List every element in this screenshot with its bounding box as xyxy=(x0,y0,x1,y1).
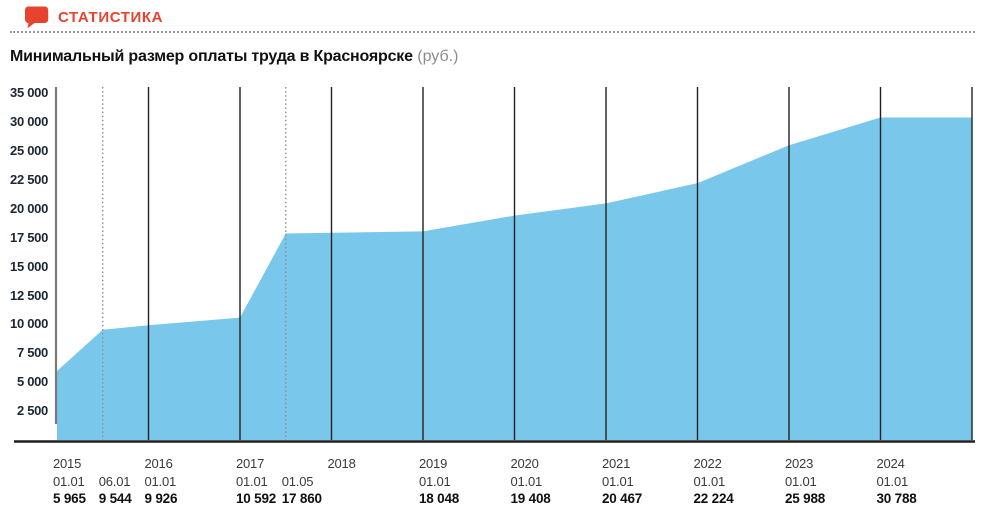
data-value-label: 17 860 xyxy=(281,491,322,506)
x-axis-date-label: 01.01 xyxy=(785,474,817,489)
chart-title: Минимальный размер оплаты труда в Красно… xyxy=(10,48,413,65)
x-axis-date-label: 01.01 xyxy=(419,474,451,489)
y-axis-tick-label: 5 000 xyxy=(16,374,48,390)
x-axis-year-label: 2021 xyxy=(602,456,631,471)
x-axis-year-label: 2024 xyxy=(876,456,905,471)
x-axis-date-label: 06.01 xyxy=(98,474,131,489)
x-axis-year-label: 2019 xyxy=(419,456,448,471)
x-axis-date-label: 01.01 xyxy=(53,474,85,489)
y-axis-tick-label: 20 000 xyxy=(10,200,48,216)
data-value-label: 19 408 xyxy=(510,491,551,506)
x-axis-year-label: 2023 xyxy=(785,456,814,471)
x-axis-year-label: 2016 xyxy=(144,456,173,471)
x-axis-date-label: 01.01 xyxy=(876,474,909,489)
x-axis-year-label: 2017 xyxy=(236,456,265,471)
y-axis-tick-label: 35 000 xyxy=(10,85,48,101)
x-axis-date-label: 01.05 xyxy=(281,474,314,489)
speech-bubble-icon xyxy=(24,5,49,29)
y-axis-tick-label: 25 000 xyxy=(10,143,48,158)
x-axis-year-label: 2015 xyxy=(53,456,82,471)
x-axis-year-label: 2018 xyxy=(327,456,356,471)
data-value-label: 10 592 xyxy=(236,491,277,506)
chart-unit: (руб.) xyxy=(417,48,459,65)
data-value-label: 22 224 xyxy=(693,491,734,506)
data-value-label: 20 467 xyxy=(602,491,643,506)
x-axis-date-label: 01.01 xyxy=(510,474,543,489)
y-axis-tick-label: 22 500 xyxy=(10,171,48,187)
y-axis-tick-label: 10 000 xyxy=(10,316,48,332)
x-axis-date-label: 01.01 xyxy=(144,474,177,489)
section-header: СТАТИСТИКА xyxy=(10,0,975,33)
section-title: СТАТИСТИКА xyxy=(58,8,164,26)
x-axis-year-label: 2022 xyxy=(693,456,722,471)
y-axis-tick-label: 17 500 xyxy=(10,229,48,245)
y-axis-tick-label: 7 500 xyxy=(16,345,48,361)
data-value-label: 9 544 xyxy=(98,491,132,506)
y-axis-tick-label: 30 000 xyxy=(10,114,48,130)
x-axis-date-label: 01.01 xyxy=(602,474,634,489)
data-value-label: 9 926 xyxy=(144,491,178,506)
x-axis-date-label: 01.01 xyxy=(693,474,726,489)
y-axis-tick-label: 12 500 xyxy=(10,287,48,303)
data-value-label: 18 048 xyxy=(419,491,460,506)
x-axis-date-label: 01.01 xyxy=(236,474,268,489)
data-value-label: 5 965 xyxy=(53,491,86,506)
data-value-label: 25 988 xyxy=(785,491,826,506)
x-axis-year-label: 2020 xyxy=(510,456,539,471)
y-axis-tick-label: 15 000 xyxy=(10,258,48,274)
chart-title-row: Минимальный размер оплаты труда в Красно… xyxy=(10,48,458,66)
data-value-label: 30 788 xyxy=(876,491,917,506)
y-axis-tick-label: 2 500 xyxy=(16,403,48,419)
